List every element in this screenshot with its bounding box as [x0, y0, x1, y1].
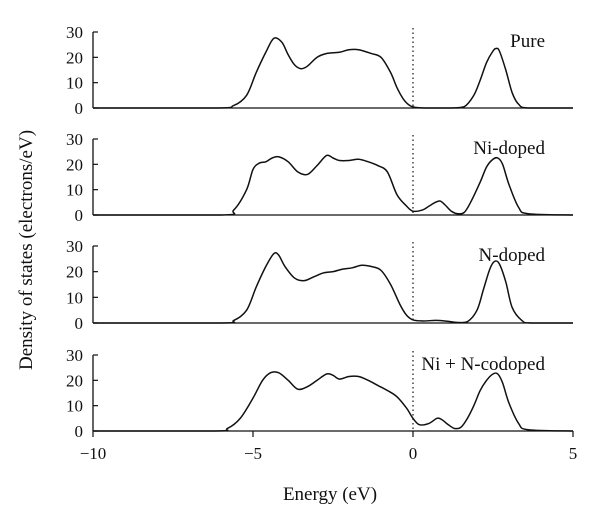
dos-panel: 0 10 20 30 Ni + N-codoped: [66, 346, 574, 441]
y-tick-label: 10: [66, 74, 83, 93]
y-tick-label: 0: [75, 422, 84, 441]
x-tick-label: 0: [409, 444, 418, 463]
y-tick-label: 20: [66, 263, 83, 282]
y-tick-label: 30: [66, 237, 83, 256]
y-tick-label: 20: [66, 155, 83, 174]
y-tick-label: 0: [75, 99, 84, 118]
dos-curve: [93, 154, 574, 216]
y-tick-label: 10: [66, 397, 83, 416]
y-tick-label: 30: [66, 23, 83, 42]
panel-label: Ni + N-codoped: [421, 354, 545, 375]
x-tick-label: −5: [244, 444, 262, 463]
y-tick-label: 0: [75, 206, 84, 225]
dos-panel: 0 10 20 30 Pure: [66, 23, 573, 118]
panel-label: Ni-doped: [473, 138, 545, 159]
dos-curve: [93, 251, 573, 324]
y-tick-label: 30: [66, 130, 83, 149]
y-tick-label: 0: [75, 314, 84, 333]
y-tick-label: 20: [66, 48, 83, 67]
dos-curve: [92, 37, 573, 109]
panel-label: Pure: [510, 31, 545, 52]
y-tick-label: 10: [66, 288, 83, 307]
x-axis-label: Energy (eV): [283, 484, 377, 505]
y-tick-label: 20: [66, 371, 83, 390]
y-axis-label: Density of states (electrons/eV): [16, 130, 37, 370]
y-tick-label: 30: [66, 346, 83, 365]
x-tick-label: 5: [569, 444, 578, 463]
x-tick-label: −10: [80, 444, 107, 463]
dos-panel: 0 10 20 30 Ni-doped: [66, 130, 574, 225]
dos-panel: 0 10 20 30 N-doped: [66, 237, 573, 333]
y-tick-label: 10: [66, 181, 83, 200]
dos-curve: [93, 371, 574, 432]
panel-label: N-doped: [479, 245, 546, 266]
